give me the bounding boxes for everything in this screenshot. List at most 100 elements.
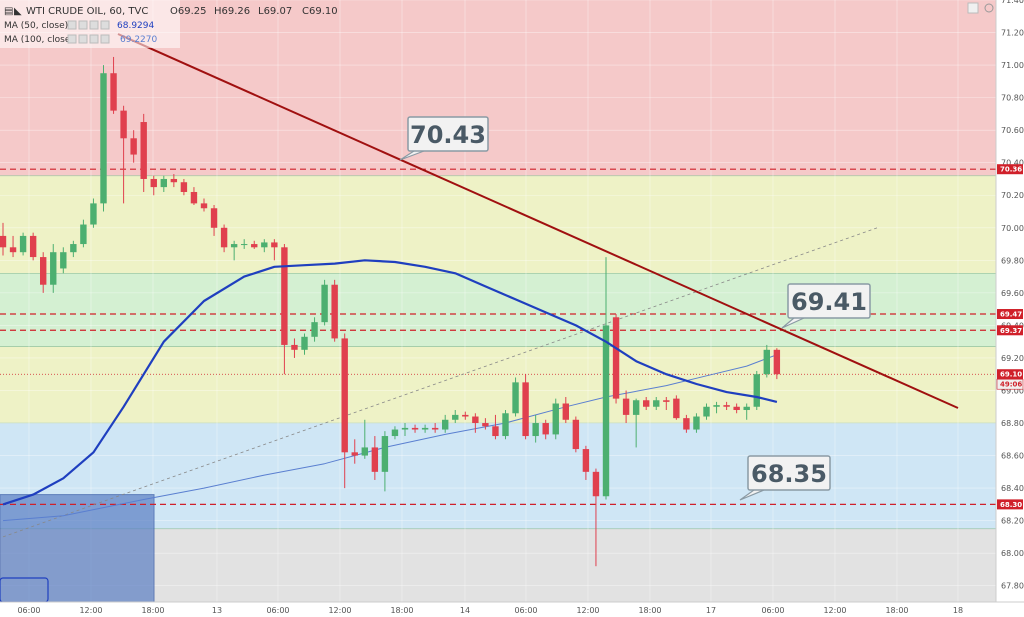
price-level-tag[interactable]: 68.30: [997, 499, 1023, 510]
candle-body: [130, 138, 137, 155]
candle: [723, 401, 730, 411]
price-callout[interactable]: 68.35: [739, 455, 831, 501]
candle-body: [261, 242, 268, 248]
candle: [331, 279, 338, 342]
candle: [19, 232, 27, 256]
price-callouts[interactable]: 70.43 69.41 68.35: [399, 116, 871, 501]
last-price-bg: [997, 369, 1023, 380]
price-level-tag[interactable]: 70.36: [997, 164, 1023, 175]
dotted-trend-line[interactable]: [2, 227, 878, 538]
time-tick-label: 18:00: [390, 606, 413, 615]
time-tick-label: 06:00: [266, 606, 289, 615]
candle: [361, 419, 368, 459]
candle-body: [452, 414, 459, 420]
candle: [512, 377, 519, 417]
candle: [612, 314, 620, 404]
candle-body: [703, 406, 710, 417]
ma50-controls[interactable]: [67, 20, 110, 30]
zone-band: [0, 346, 996, 424]
candle-body: [190, 191, 198, 204]
candle: [753, 370, 760, 411]
candle: [391, 426, 399, 440]
candle-body: [311, 322, 318, 337]
candle-body: [60, 252, 67, 269]
chart-toolbar[interactable]: [967, 2, 994, 14]
candle-body: [40, 257, 47, 285]
candle: [9, 235, 17, 258]
price-tag-bg: [997, 499, 1023, 510]
time-tick-label: 14: [460, 606, 470, 615]
candle: [130, 130, 137, 163]
candle-body: [653, 400, 660, 407]
candle: [773, 348, 781, 380]
price-callout[interactable]: 69.41: [781, 283, 871, 329]
callout-box[interactable]: [747, 455, 831, 491]
candle: [60, 247, 67, 274]
candle: [29, 232, 37, 261]
countdown-label: 49:06: [1000, 381, 1022, 389]
candle-body: [170, 178, 178, 183]
price-tick-label: 71.20: [1001, 29, 1024, 38]
price-callout[interactable]: 70.43: [399, 116, 489, 161]
candle-body: [29, 235, 37, 258]
ma50-label: MA (50, close): [4, 21, 68, 31]
alert-icon[interactable]: [984, 3, 994, 13]
candle-body: [391, 429, 399, 437]
candle: [341, 333, 348, 489]
candle: [321, 279, 328, 326]
price-tick-label: 68.00: [1001, 549, 1024, 558]
price-tag-label: 69.47: [1000, 311, 1022, 319]
descending-trendline[interactable]: [117, 33, 959, 409]
candle: [291, 338, 298, 358]
time-tick-label: 12:00: [328, 606, 351, 615]
last-price-tag[interactable]: 69.10 49:06: [996, 369, 1024, 390]
candle-body: [120, 110, 127, 139]
candle: [452, 410, 459, 424]
callout-box[interactable]: [787, 283, 871, 319]
candle: [140, 113, 147, 192]
candle: [150, 175, 157, 196]
ohlc-open: O69.25: [170, 6, 207, 17]
candle-body: [371, 447, 379, 472]
candle: [311, 317, 318, 342]
dotted-trendline[interactable]: [2, 227, 878, 538]
time-axis[interactable]: 06:00 12:00 18:00 13 06:00 12:00 18:00 14 06:00 1…: [0, 601, 1024, 617]
settings-icon[interactable]: [967, 2, 979, 14]
candle: [763, 344, 770, 378]
candle: [643, 396, 650, 411]
price-tick-label: 68.40: [1001, 484, 1024, 493]
candle: [442, 414, 449, 433]
collapse-icon[interactable]: ▤: [4, 6, 13, 17]
candle: [271, 239, 278, 261]
ma100-controls[interactable]: [67, 34, 110, 44]
price-level-tag[interactable]: 69.37: [997, 325, 1023, 336]
trendline-segment[interactable]: [117, 33, 959, 409]
ma100-value: 69.2270: [120, 35, 157, 45]
candle-body: [110, 73, 117, 111]
candle-body: [713, 405, 720, 407]
time-tick-label: 18:00: [885, 606, 908, 615]
candle: [0, 222, 7, 256]
price-axis[interactable]: 71.40 71.20 71.00 70.80 70.60 70.40 70.20 70.00…: [995, 0, 1024, 617]
time-tick-label: 06:00: [761, 606, 784, 615]
candle-body: [462, 414, 469, 417]
candle-body: [753, 374, 760, 407]
candle: [170, 174, 178, 188]
candle: [301, 333, 308, 355]
candle-body: [401, 427, 409, 430]
time-tick-label: 12:00: [79, 606, 102, 615]
candle-body: [602, 325, 610, 497]
price-level-tag[interactable]: 69.47: [997, 309, 1023, 320]
price-tick-label: 71.40: [1001, 0, 1024, 5]
candle: [251, 240, 258, 249]
candle: [421, 424, 429, 433]
candle-body: [421, 427, 429, 430]
candle: [592, 468, 600, 567]
zone-band: [0, 175, 996, 274]
price-tag-label: 68.30: [1000, 501, 1022, 509]
price-tick-label: 69.60: [1001, 289, 1024, 298]
candle-body: [733, 406, 740, 411]
callout-box[interactable]: [407, 116, 489, 152]
price-tag-label: 69.37: [1000, 327, 1022, 335]
